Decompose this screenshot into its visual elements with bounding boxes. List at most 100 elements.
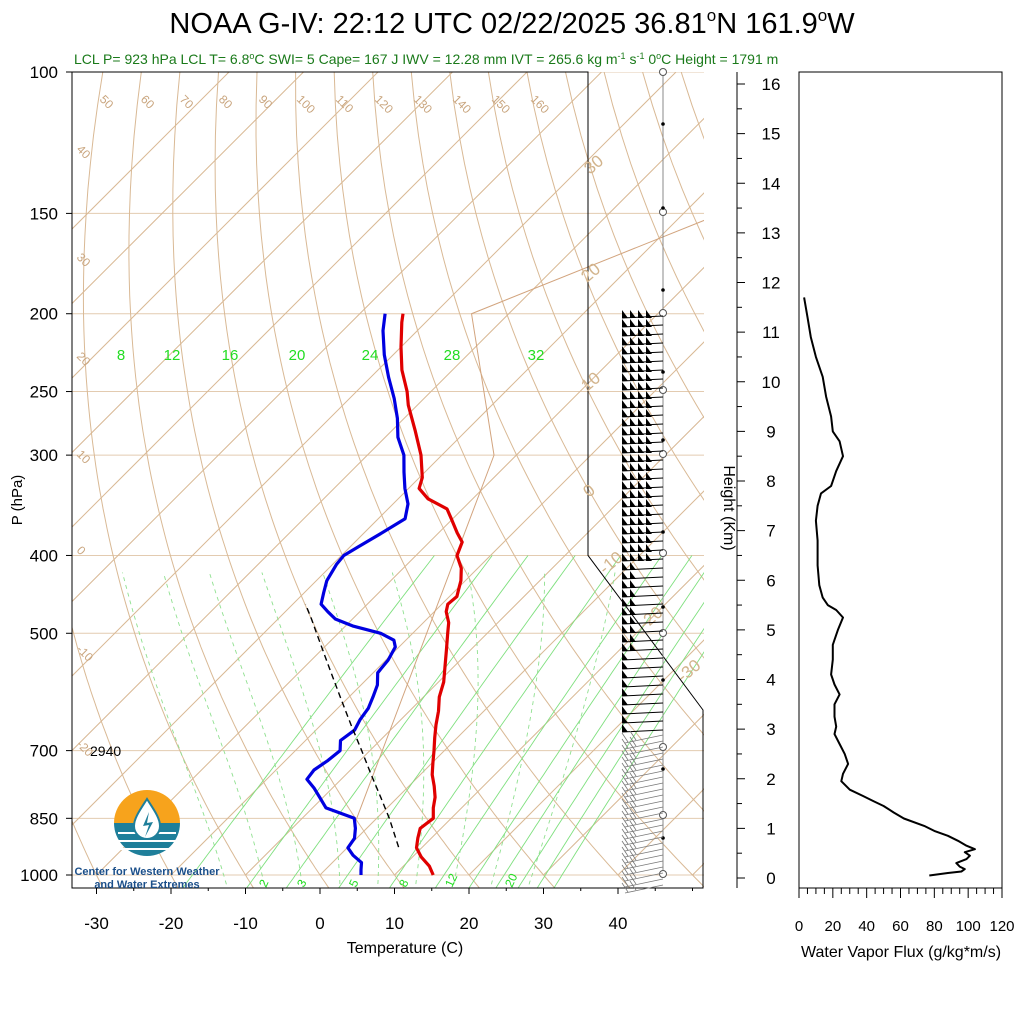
- wind-barb-feather: [621, 834, 629, 845]
- chart-subtitle: LCL P= 923 hPa LCL T= 6.8oC SWI= 5 Cape=…: [74, 51, 779, 67]
- wind-barb-flag: [622, 670, 628, 678]
- wind-barb-flag: [638, 508, 644, 516]
- wind-barb-staff: [624, 842, 664, 852]
- wind-barb-flag: [630, 580, 636, 588]
- wind-barb-flag: [622, 328, 628, 336]
- wind-barb-flag: [646, 445, 652, 453]
- wind-barb-feather: [629, 862, 637, 873]
- wind-barb-flag: [646, 553, 652, 561]
- wind-barb-feather: [629, 790, 637, 801]
- wind-barb-flag: [630, 490, 636, 498]
- height-tick-label: 11: [762, 323, 780, 342]
- y-tick-label: 850: [30, 809, 58, 828]
- flux-x-tick-label: 80: [926, 918, 943, 935]
- isotherm-line: [72, 117, 704, 752]
- flux-plot-frame: [798, 71, 1003, 889]
- wind-barb-flag: [630, 382, 636, 390]
- wind-barb-staff: [624, 758, 664, 768]
- height-tick-label: 14: [762, 174, 781, 193]
- wind-barb-flag: [646, 346, 652, 354]
- wind-barb-flag: [638, 391, 644, 399]
- mixing-ratio-label: 12: [164, 347, 181, 364]
- wind-level-dot: [661, 678, 665, 682]
- wind-barb-staff: [621, 729, 664, 733]
- wind-barb-feather: [621, 876, 629, 887]
- wind-barb-feather: [629, 838, 637, 849]
- wind-barb-staff: [624, 866, 664, 876]
- height-axis-label: Height (Km): [720, 465, 737, 550]
- wind-barb-feather: [621, 804, 629, 815]
- wind-barb-feather: [621, 750, 629, 761]
- dry-adiabat-line: [128, 72, 330, 888]
- wind-barb-feather: [621, 810, 629, 821]
- mixing-ratio-label: 12: [442, 871, 460, 889]
- wind-barb-staff: [624, 770, 664, 780]
- wind-barb-flag: [622, 445, 628, 453]
- isotherm-line: [468, 639, 704, 876]
- wind-barb-flag: [622, 580, 628, 588]
- dry-adiabat-line: [372, 72, 704, 812]
- flux-x-tick-label: 120: [989, 918, 1014, 935]
- wind-barb-flag: [646, 499, 652, 507]
- wind-barb-flag: [622, 310, 628, 318]
- mixing-ratio-line: [182, 555, 435, 888]
- wind-barb-staff: [621, 684, 664, 688]
- wind-barb-staff: [621, 585, 664, 589]
- wind-barb-flag: [630, 553, 636, 561]
- height-tick-label: 7: [766, 522, 775, 541]
- wind-barb-flag: [630, 400, 636, 408]
- y-tick-label: 1000: [20, 866, 58, 885]
- wind-barb-flag: [622, 427, 628, 435]
- wind-barb-flag: [622, 355, 628, 363]
- wind-barb-staff: [624, 764, 664, 774]
- wind-barb-flag: [646, 490, 652, 498]
- wind-barb-flag: [646, 328, 652, 336]
- height-tick-label: 16: [762, 75, 781, 94]
- wind-barb-flag: [646, 373, 652, 381]
- wind-barb-flag: [622, 544, 628, 552]
- wind-barb-staff: [624, 788, 664, 798]
- wind-barb-flag: [638, 517, 644, 525]
- wind-barb-feather: [629, 796, 637, 807]
- mixing-ratio-label: 16: [222, 347, 239, 364]
- wind-barb-flag: [630, 634, 636, 642]
- wind-barb-flag: [622, 661, 628, 669]
- wind-barb-staff: [621, 702, 664, 706]
- height-tick-label: 13: [762, 224, 781, 243]
- y-tick-label: 200: [30, 305, 58, 324]
- y-tick-label: 300: [30, 446, 58, 465]
- wind-barb-staff: [621, 594, 664, 598]
- profile-line-parcel: [304, 603, 400, 848]
- height-tick-label: 1: [766, 819, 775, 838]
- wind-barb-flag: [638, 490, 644, 498]
- wind-barb-staff: [624, 872, 664, 882]
- dry-adiabat-line: [449, 72, 704, 659]
- wind-barb-flag: [638, 364, 644, 372]
- wind-barb-flag: [622, 418, 628, 426]
- mixing-ratio-line: [285, 555, 529, 888]
- height-tick-label: 2: [766, 770, 775, 789]
- height-tick-label: 8: [766, 472, 775, 491]
- mixing-ratio-line: [468, 555, 693, 888]
- wind-barb-flag: [630, 643, 636, 651]
- wind-barb-flag: [638, 382, 644, 390]
- dry-adiabat-line: [333, 72, 704, 888]
- wind-barb-flag: [622, 616, 628, 624]
- moist-adiabat-line: [162, 572, 266, 888]
- logo-bolt-icon: [143, 812, 153, 837]
- mixing-ratio-label: 28: [444, 347, 461, 364]
- dry-adiabat-line: [526, 72, 704, 501]
- wind-barb-feather: [621, 768, 629, 779]
- profile-line-dew-point: [305, 313, 410, 875]
- wind-barb-flag: [630, 364, 636, 372]
- wind-barb-feather: [621, 792, 629, 803]
- wind-barb-staff: [624, 794, 664, 804]
- wind-barb-flag: [638, 328, 644, 336]
- wind-barb-flag: [622, 526, 628, 534]
- wind-barb-flag: [622, 409, 628, 417]
- wind-barb-staff: [624, 806, 664, 816]
- wind-barb-flag: [646, 364, 652, 372]
- x-tick-label: 40: [609, 914, 628, 933]
- wind-barb-flag: [630, 328, 636, 336]
- y-axis-label: P (hPa): [9, 475, 26, 526]
